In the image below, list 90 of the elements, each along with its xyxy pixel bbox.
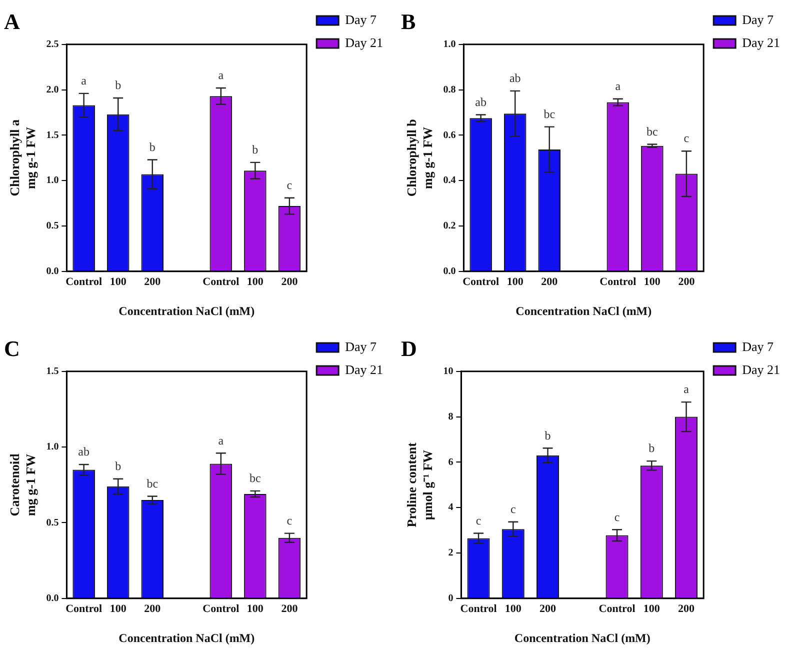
data-label: ab: [509, 71, 521, 86]
data-label: c: [476, 513, 482, 528]
x-axis-title: Concentration NaCl (mM): [118, 630, 255, 645]
data-label: c: [286, 513, 292, 528]
data-label: c: [614, 510, 620, 524]
x-tick-label: 100: [246, 602, 264, 615]
legend-label: Day 21: [345, 362, 384, 377]
x-tick-label: 100: [110, 276, 127, 288]
x-axis-title: Concentration NaCl (mM): [514, 630, 650, 645]
y-tick-label: 1.5: [46, 130, 59, 141]
data-label: a: [81, 74, 88, 88]
x-tick-label: 100: [110, 602, 127, 615]
data-label: b: [149, 140, 156, 154]
x-tick-label: 200: [678, 602, 696, 615]
y-tick-label: 0.8: [443, 84, 456, 96]
data-label: b: [252, 142, 258, 157]
y-tick-label: 0: [448, 592, 454, 604]
x-tick-label: Control: [202, 276, 240, 288]
data-label: ab: [78, 444, 90, 459]
y-tick-label: 0.4: [443, 175, 456, 186]
chart-title: C: [4, 336, 20, 361]
x-tick-label: Control: [462, 276, 500, 288]
y-tick-label: 2.0: [46, 84, 59, 96]
y-tick-label: 0.6: [443, 130, 456, 141]
y-tick-label: 1.5: [46, 366, 59, 377]
data-label: bc: [646, 124, 658, 138]
y-axis-title: Chlorophyll b mg g-1 FW: [404, 119, 435, 197]
x-axis-title: Concentration NaCl (mM): [118, 304, 255, 318]
data-label: a: [615, 79, 622, 94]
x-tick-label: Control: [460, 602, 497, 615]
y-tick-label: 1.0: [46, 175, 59, 186]
x-tick-label: Control: [66, 602, 102, 615]
x-tick-label: 100: [643, 602, 660, 615]
y-tick-label: 10: [443, 366, 454, 377]
x-tick-label: 100: [644, 276, 661, 288]
data-label: ab: [475, 94, 486, 109]
x-axis-title: Concentration NaCl (mM): [516, 304, 652, 318]
data-label: b: [544, 428, 551, 442]
y-tick-label: 0.5: [46, 220, 59, 232]
data-label: c: [286, 178, 292, 192]
data-label: c: [510, 502, 516, 516]
data-label: b: [648, 441, 655, 456]
chart-title: B: [401, 8, 416, 34]
y-axis-title: Chlorophyll a mg g-1 FW: [7, 119, 38, 196]
data-label: bc: [250, 471, 261, 486]
x-tick-label: 200: [144, 276, 162, 288]
legend-label: Day 7: [742, 338, 774, 354]
chart-title: D: [401, 336, 417, 361]
data-label: b: [115, 459, 122, 474]
legend-label: Day 21: [742, 362, 780, 377]
data-label: bc: [544, 106, 556, 121]
y-tick-label: 0.0: [46, 266, 59, 277]
y-tick-label: 0.0: [443, 266, 456, 277]
y-tick-label: 8: [448, 411, 454, 422]
x-tick-label: 100: [246, 276, 264, 288]
legend-label: Day 7: [345, 338, 377, 354]
y-tick-label: 1.0: [46, 442, 59, 453]
y-tick-label: 2: [448, 548, 454, 559]
chart-title: A: [4, 8, 20, 34]
x-tick-label: Control: [600, 276, 636, 288]
data-label: b: [115, 78, 122, 92]
y-tick-label: 2.5: [46, 38, 59, 50]
x-tick-label: 200: [281, 602, 298, 615]
x-tick-label: Control: [66, 276, 102, 288]
x-tick-label: Control: [202, 602, 240, 615]
y-tick-label: 4: [448, 502, 454, 514]
x-tick-label: 200: [144, 602, 162, 615]
data-label: c: [684, 131, 690, 146]
x-tick-label: 200: [541, 276, 558, 288]
y-tick-label: 0.0: [46, 592, 59, 604]
data-label: bc: [146, 476, 158, 490]
x-tick-label: Control: [598, 602, 636, 615]
x-tick-label: 100: [506, 276, 524, 288]
legend-label: Day 21: [742, 34, 780, 50]
legend-label: Day 7: [345, 12, 377, 27]
x-tick-label: 200: [678, 276, 696, 288]
y-axis-title: Carotenoid mg g-1 FW: [7, 452, 38, 516]
data-label: a: [218, 68, 224, 82]
y-tick-label: 0.2: [443, 220, 456, 232]
y-tick-label: 0.5: [46, 517, 59, 528]
data-label: a: [218, 433, 224, 448]
y-axis-title: Proline content μmol g⁻¹ FW: [404, 442, 435, 528]
x-tick-label: 100: [504, 602, 522, 615]
x-tick-label: 200: [281, 276, 298, 288]
legend-label: Day 21: [345, 34, 384, 50]
y-tick-label: 6: [448, 456, 454, 468]
x-tick-label: 200: [540, 602, 557, 615]
legend-label: Day 7: [742, 12, 774, 27]
y-tick-label: 1.0: [443, 38, 456, 50]
data-label: a: [684, 382, 690, 396]
